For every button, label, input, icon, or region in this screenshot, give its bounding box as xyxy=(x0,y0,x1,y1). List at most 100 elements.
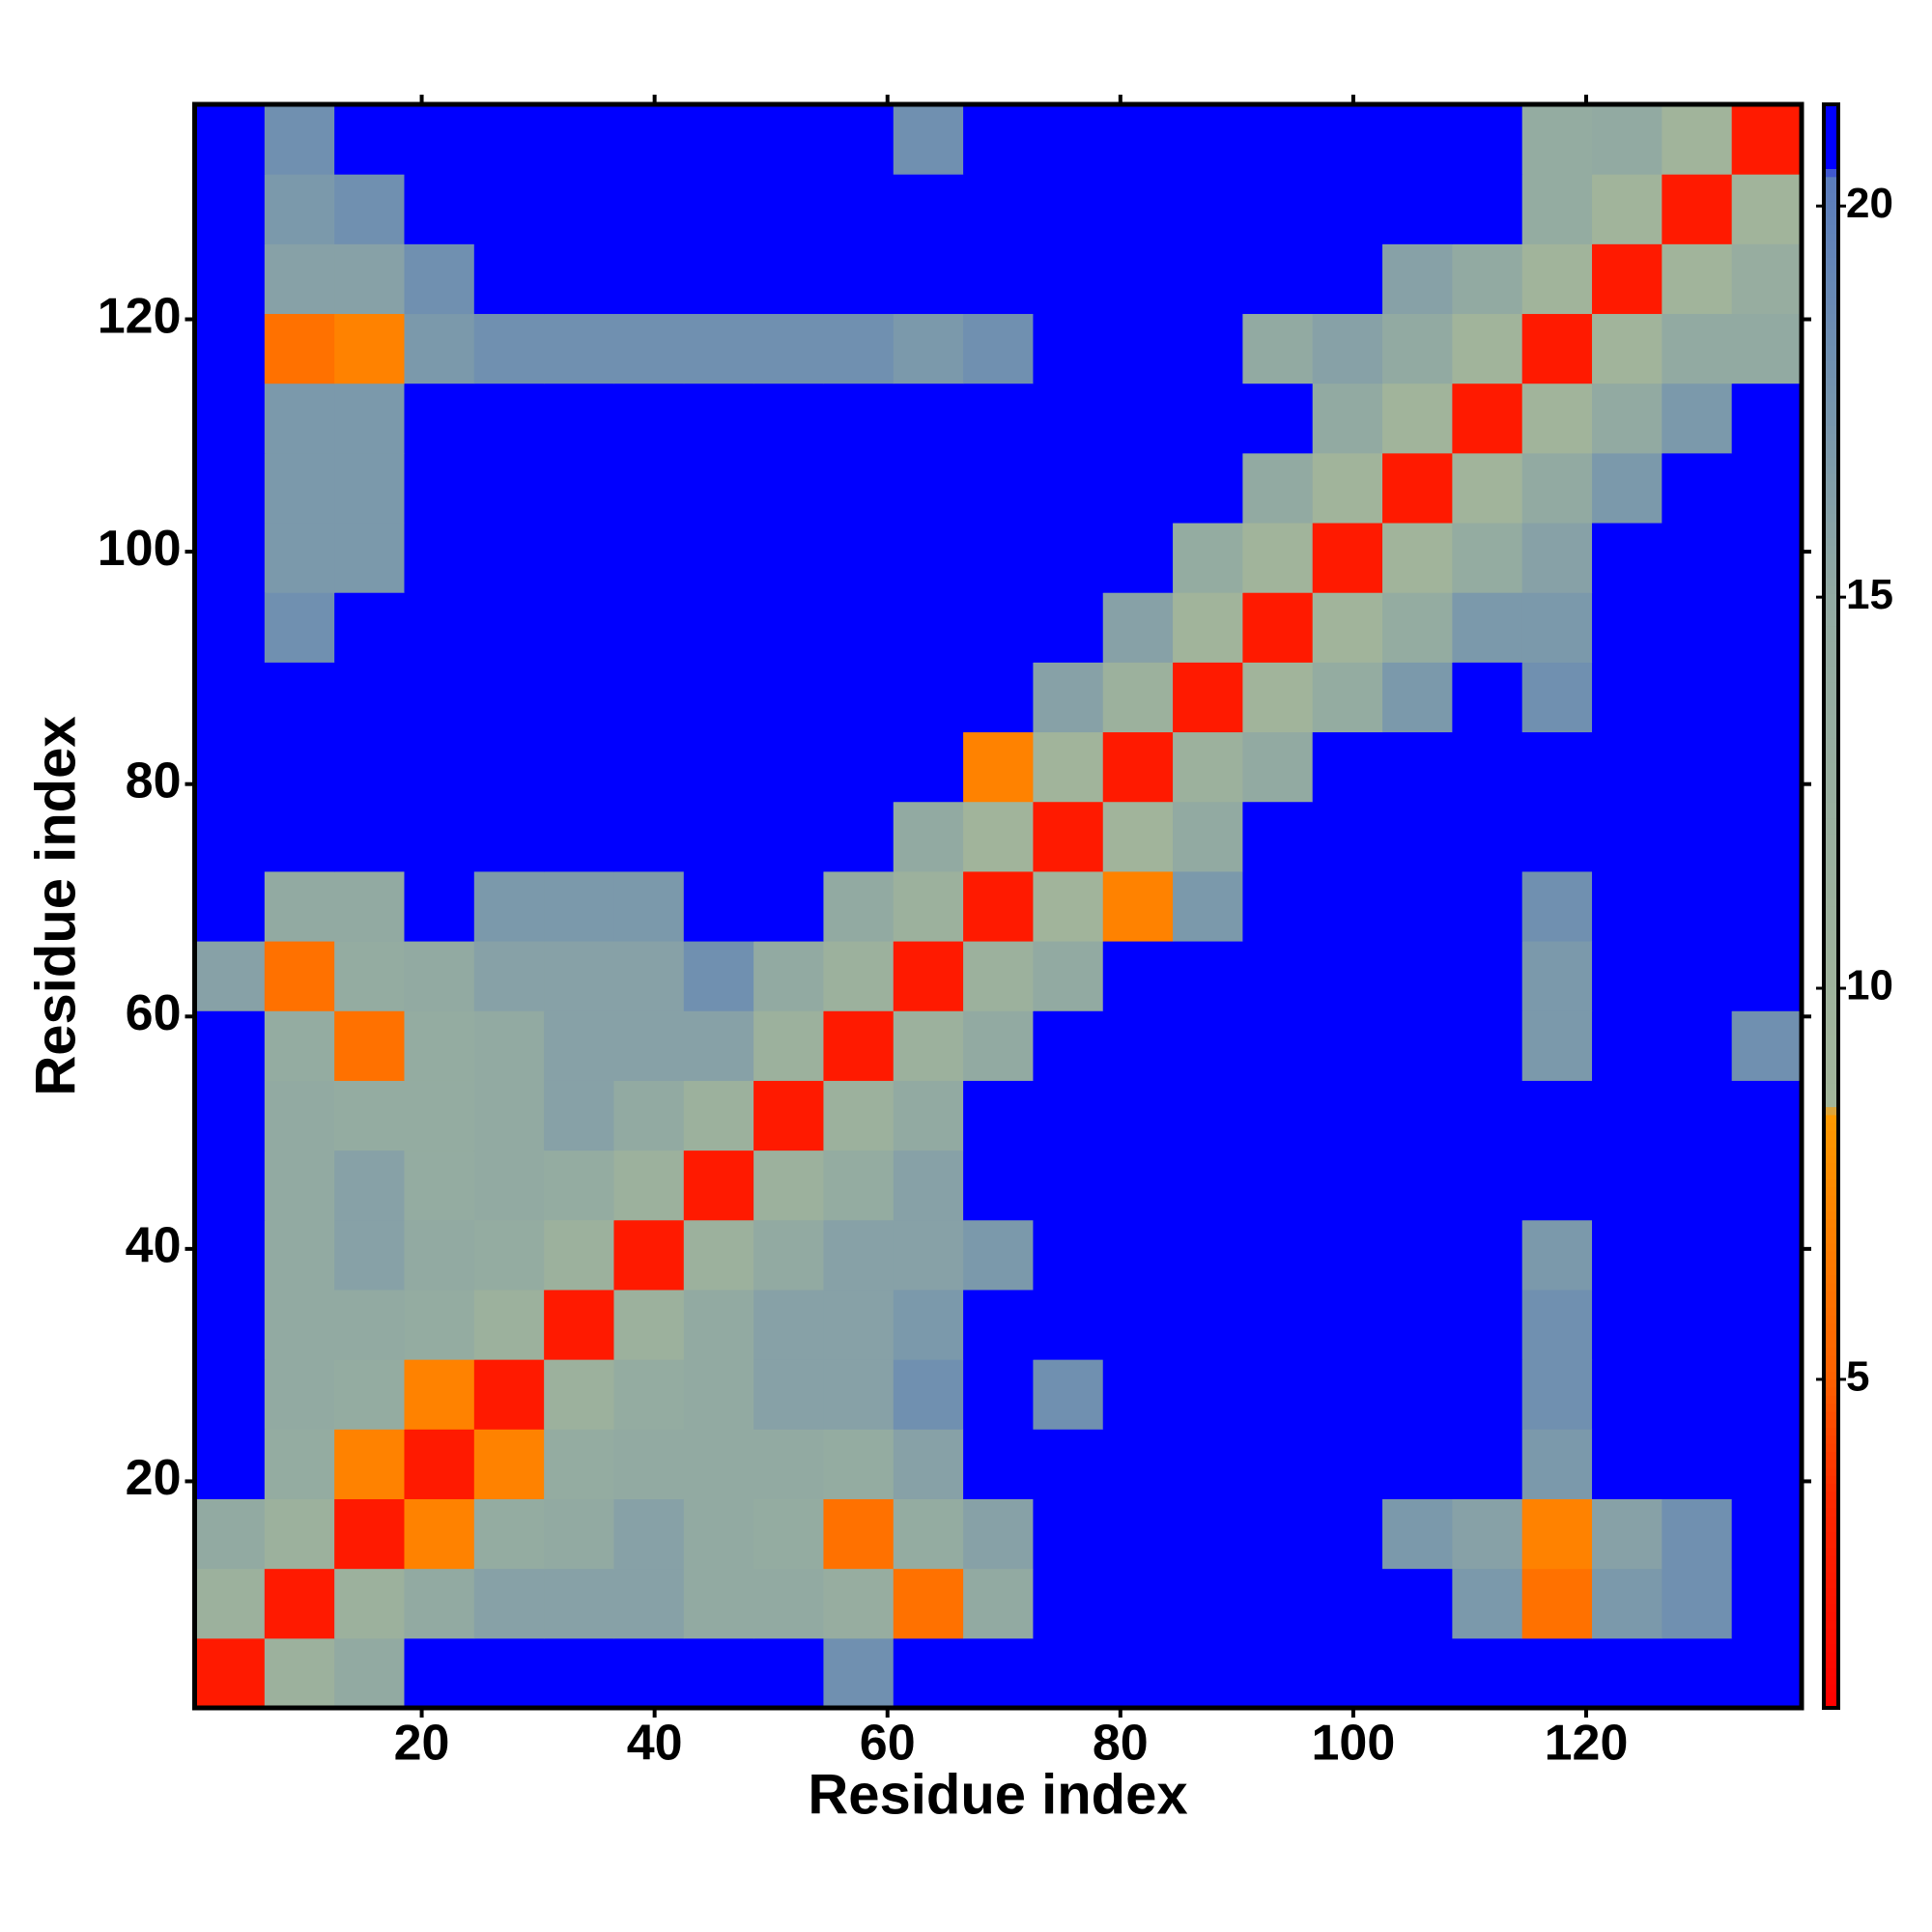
colorbar-strip xyxy=(1824,1170,1838,1179)
heatmap-cell xyxy=(404,104,475,175)
colorbar-strip xyxy=(1824,1635,1838,1645)
y-axis-title: Residue index xyxy=(24,716,87,1095)
heatmap-cell xyxy=(1731,1637,1803,1709)
heatmap-cell xyxy=(1521,1219,1593,1291)
colorbar-strip xyxy=(1824,1467,1838,1476)
heatmap-cell xyxy=(893,1359,964,1430)
heatmap-cell xyxy=(1592,452,1662,524)
colorbar-strip xyxy=(1824,1147,1838,1155)
heatmap-cell xyxy=(683,313,754,384)
heatmap-cell xyxy=(1102,1637,1174,1709)
heatmap-cell xyxy=(1242,592,1314,663)
heatmap-cell xyxy=(1731,1289,1803,1360)
colorbar-strip xyxy=(1824,593,1838,603)
heatmap-cell xyxy=(1382,383,1453,454)
heatmap-cell xyxy=(473,1289,545,1360)
heatmap-cell xyxy=(1312,523,1383,593)
colorbar-strip xyxy=(1824,1354,1838,1364)
heatmap-cell xyxy=(1242,801,1314,872)
heatmap-cell xyxy=(753,1010,824,1081)
colorbar-strip xyxy=(1824,216,1838,226)
heatmap-cell xyxy=(753,1568,824,1639)
heatmap-cell xyxy=(753,1080,824,1151)
heatmap-cell xyxy=(893,104,964,175)
heatmap-cell xyxy=(1173,1568,1243,1639)
heatmap-cell xyxy=(1102,313,1174,384)
heatmap-cell xyxy=(893,1637,964,1709)
colorbar-strip xyxy=(1824,1179,1838,1188)
heatmap-cell xyxy=(1662,313,1733,384)
colorbar-strip xyxy=(1824,1298,1838,1308)
heatmap-cell xyxy=(823,174,895,244)
heatmap-cell xyxy=(1382,523,1453,593)
colorbar-strip xyxy=(1824,185,1838,193)
heatmap-cell xyxy=(1592,1289,1662,1360)
heatmap-cell xyxy=(613,1080,685,1151)
heatmap-cell xyxy=(893,1498,964,1570)
heatmap-cell xyxy=(334,1359,405,1430)
colorbar-strip xyxy=(1824,336,1838,346)
heatmap-cell xyxy=(544,1219,614,1291)
heatmap-cell xyxy=(1242,1010,1314,1081)
heatmap-cell xyxy=(1452,383,1523,454)
heatmap-cell xyxy=(1592,243,1662,315)
colorbar-strip xyxy=(1824,1130,1838,1140)
heatmap-cell xyxy=(334,104,405,175)
heatmap-cell xyxy=(264,1359,335,1430)
heatmap-cell xyxy=(194,1637,266,1709)
heatmap-cell xyxy=(1033,662,1104,733)
heatmap-cell xyxy=(1592,1359,1662,1430)
heatmap-cell xyxy=(683,731,754,803)
heatmap-cell xyxy=(404,1289,475,1360)
heatmap-cell xyxy=(404,1219,475,1291)
colorbar-strip xyxy=(1824,176,1838,185)
colorbar-strip xyxy=(1824,265,1838,273)
heatmap-cell xyxy=(473,1150,545,1221)
colorbar-strip xyxy=(1824,112,1838,122)
heatmap-cell xyxy=(1242,1150,1314,1221)
heatmap-cell xyxy=(1312,313,1383,384)
colorbar-strip xyxy=(1824,416,1838,426)
colorbar-strip xyxy=(1824,970,1838,980)
heatmap-cell xyxy=(194,731,266,803)
heatmap-cell xyxy=(404,523,475,593)
colorbar-strip xyxy=(1824,448,1838,458)
colorbar-strip xyxy=(1824,168,1838,178)
heatmap-cell xyxy=(963,592,1034,663)
colorbar-strip xyxy=(1824,1259,1838,1268)
heatmap-cell xyxy=(1242,1080,1314,1151)
heatmap-cell xyxy=(334,662,405,733)
heatmap-cell xyxy=(963,383,1034,454)
colorbar-strip xyxy=(1824,489,1838,498)
colorbar-strip xyxy=(1824,866,1838,875)
heatmap-cell xyxy=(613,1568,685,1639)
heatmap-cell xyxy=(1731,523,1803,593)
heatmap-cell xyxy=(1173,313,1243,384)
colorbar-strip xyxy=(1824,1403,1838,1412)
heatmap-cell xyxy=(753,1359,824,1430)
heatmap-cell xyxy=(544,1080,614,1151)
heatmap-cell xyxy=(613,801,685,872)
heatmap-cell xyxy=(613,452,685,524)
heatmap-cell xyxy=(334,1219,405,1291)
heatmap-cell xyxy=(1312,243,1383,315)
heatmap-cell xyxy=(1173,1010,1243,1081)
heatmap-cell xyxy=(1662,1219,1733,1291)
heatmap-cell xyxy=(823,1289,895,1360)
heatmap-cell xyxy=(753,174,824,244)
heatmap-cell xyxy=(264,731,335,803)
colorbar-strip xyxy=(1824,1395,1838,1405)
heatmap-cell xyxy=(753,1429,824,1499)
heatmap-cell xyxy=(264,1289,335,1360)
heatmap-cell xyxy=(1382,662,1453,733)
heatmap-cell xyxy=(1173,243,1243,315)
colorbar-strip xyxy=(1824,1555,1838,1565)
heatmap-cell xyxy=(613,1150,685,1221)
colorbar-strip xyxy=(1824,953,1838,963)
heatmap-cell xyxy=(1592,1498,1662,1570)
colorbar-strip xyxy=(1824,304,1838,314)
heatmap-cell xyxy=(613,941,685,1011)
heatmap-cell xyxy=(1102,1568,1174,1639)
colorbar-strip xyxy=(1824,810,1838,819)
heatmap-cell xyxy=(613,313,685,384)
